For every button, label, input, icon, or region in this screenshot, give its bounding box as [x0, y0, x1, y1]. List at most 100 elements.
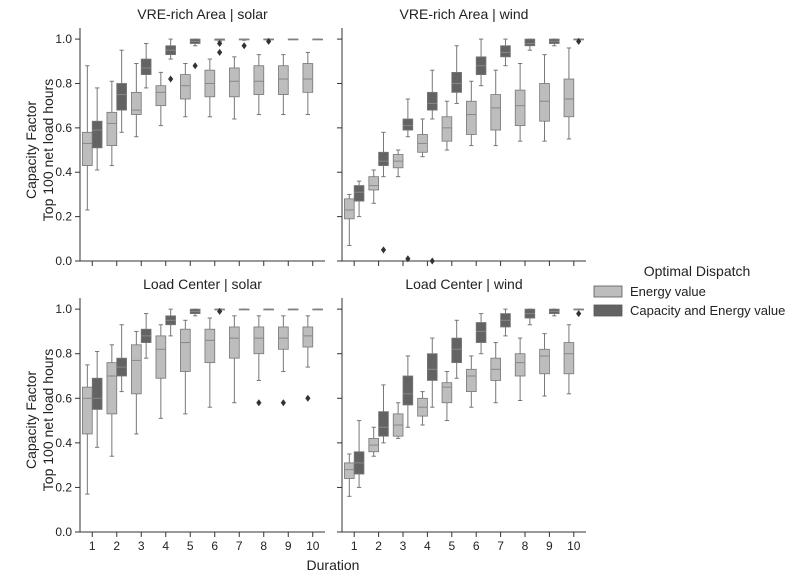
- box-body: [131, 344, 142, 395]
- box-energy-4: [417, 118, 428, 158]
- box-energy-8: [253, 315, 265, 407]
- box-capacity-energy-2: [116, 324, 127, 393]
- box-outlier: [256, 399, 262, 407]
- box-body: [180, 328, 191, 372]
- box-body: [475, 322, 487, 343]
- panel-title: Load Center | solar: [143, 276, 262, 292]
- x-tick-label: 4: [162, 539, 169, 553]
- box-energy-9: [539, 333, 550, 397]
- box-body: [353, 185, 365, 202]
- box-body: [229, 67, 240, 98]
- x-tick-label: 2: [375, 539, 382, 553]
- panel-3: Load Center | solar 0.0 0.2 0.4 0.6 0.8 1.0 1 2 3…: [55, 276, 325, 553]
- box-energy-4: [155, 324, 167, 419]
- box-capacity-energy-1: [91, 350, 103, 448]
- y-tick-label: 0.0: [55, 254, 72, 268]
- box-capacity-energy-2: [116, 49, 127, 133]
- box-energy-2: [368, 426, 379, 457]
- box-capacity-energy-9: [549, 308, 560, 317]
- box-body: [563, 342, 575, 375]
- box-capacity-energy-3: [140, 43, 152, 89]
- box-outlier: [266, 37, 272, 45]
- box-body: [524, 38, 536, 47]
- box-body: [490, 94, 501, 131]
- box-body: [539, 83, 550, 122]
- y-tick-label: 0.2: [55, 210, 72, 224]
- box-capacity-energy-3: [402, 98, 414, 263]
- box-energy-5: [441, 100, 453, 151]
- box-outlier: [405, 255, 411, 263]
- box-energy-1: [344, 193, 355, 246]
- x-tick-label: 9: [546, 539, 553, 553]
- x-axis-label: Duration: [307, 557, 360, 573]
- box-body: [451, 71, 462, 93]
- box-body: [426, 91, 438, 111]
- box-outlier: [305, 394, 311, 402]
- box-body: [155, 85, 167, 107]
- panel-1: VRE-rich Area | solar 0.0 0.2 0.4 0.6 0.8 1.0: [55, 6, 325, 268]
- x-tick-label: 6: [211, 539, 218, 553]
- box-body: [229, 326, 240, 359]
- box-energy-2: [368, 169, 379, 204]
- box-body: [466, 100, 477, 135]
- box-body: [500, 45, 511, 58]
- box-body: [155, 335, 167, 379]
- box-energy-5: [441, 371, 453, 422]
- box-outlier: [217, 48, 223, 56]
- box-energy-6: [466, 80, 477, 147]
- box-energy-6: [204, 317, 216, 408]
- box-body: [451, 337, 462, 364]
- x-tick-label: 6: [473, 539, 480, 553]
- box-energy-9: [278, 315, 289, 407]
- box-energy-8: [514, 63, 526, 142]
- box-body: [302, 326, 314, 348]
- box-body: [116, 83, 127, 111]
- panel-title: VRE-rich Area | wind: [400, 6, 529, 22]
- box-energy-3: [392, 149, 404, 178]
- x-tick-label: 5: [187, 539, 194, 553]
- y-axis-label-bottom-line1: Capacity Factor: [23, 371, 39, 469]
- box-capacity-energy-6: [214, 307, 225, 315]
- y-tick-label: 0.6: [55, 391, 72, 405]
- box-body: [82, 131, 93, 166]
- x-tick-label: 8: [260, 539, 267, 553]
- box-body: [91, 377, 103, 410]
- box-capacity-energy-9: [287, 308, 299, 311]
- box-capacity-energy-8: [524, 308, 536, 326]
- box-body: [563, 78, 575, 118]
- x-tick-label: 3: [138, 539, 145, 553]
- y-tick-label: 0.8: [55, 347, 72, 361]
- box-body: [302, 63, 314, 93]
- box-capacity-energy-5: [451, 319, 462, 379]
- box-body: [539, 348, 550, 375]
- box-outlier: [168, 75, 174, 83]
- box-energy-4: [417, 391, 428, 426]
- box-capacity-energy-5: [451, 45, 462, 104]
- box-body: [253, 65, 265, 95]
- box-capacity-energy-10: [573, 308, 584, 318]
- x-tick-label: 10: [567, 539, 581, 553]
- box-capacity-energy-9: [549, 38, 560, 47]
- box-body: [378, 151, 389, 166]
- panel-title: VRE-rich Area | solar: [137, 6, 268, 22]
- box-capacity-energy-7: [238, 38, 250, 50]
- box-body: [344, 198, 355, 220]
- box-body: [91, 120, 103, 149]
- box-body: [131, 91, 142, 115]
- y-tick-label: 0.8: [55, 76, 72, 90]
- box-energy-1: [82, 364, 93, 495]
- y-tick-label: 1.0: [55, 32, 72, 46]
- box-energy-10: [302, 315, 314, 402]
- panel-title: Load Center | wind: [405, 276, 522, 292]
- box-outlier: [576, 37, 582, 45]
- legend: Optimal Dispatch Energy value Capacity a…: [593, 263, 785, 318]
- box-energy-7: [229, 315, 240, 404]
- box-capacity-energy-10: [573, 37, 584, 45]
- box-body: [140, 58, 152, 75]
- box-capacity-energy-10: [312, 38, 323, 41]
- box-capacity-energy-4: [426, 337, 438, 408]
- box-body: [514, 353, 526, 377]
- y-tick-label: 0.4: [55, 165, 72, 179]
- box-capacity-energy-3: [140, 313, 152, 359]
- box-outlier: [280, 399, 286, 407]
